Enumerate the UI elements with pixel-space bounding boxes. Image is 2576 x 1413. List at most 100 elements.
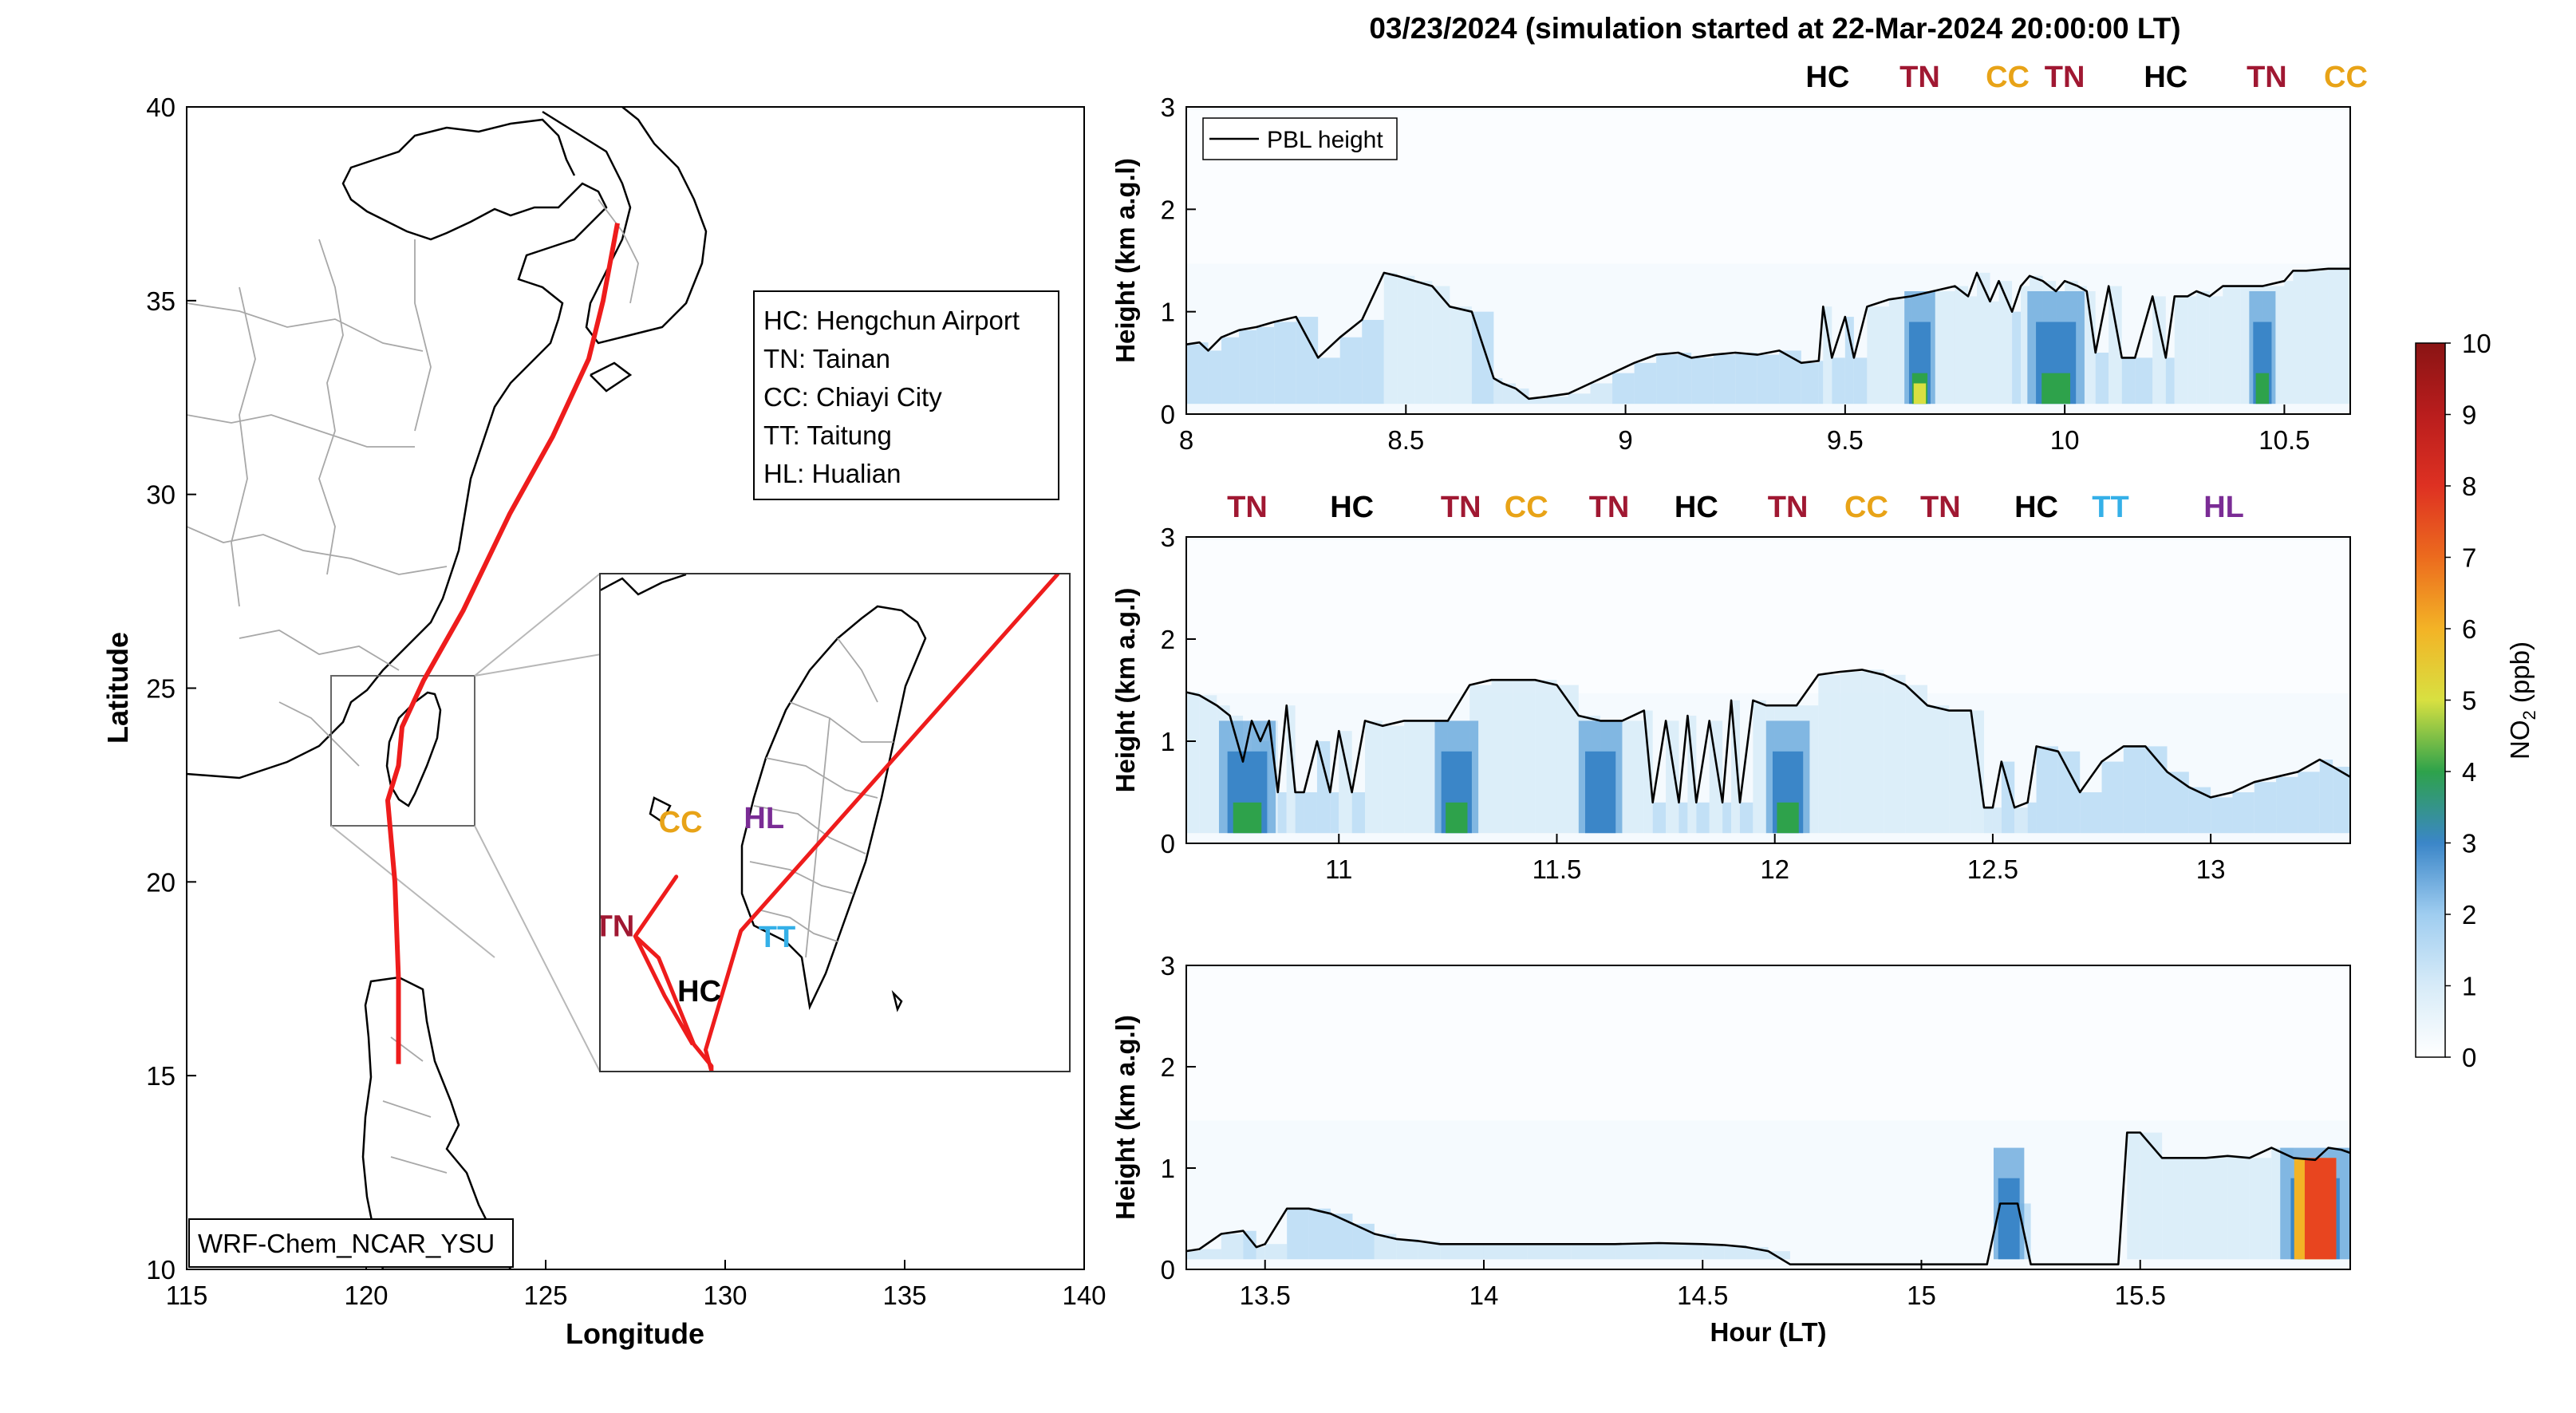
no2-background-column — [1264, 1244, 1288, 1260]
figure-title: 03/23/2024 (simulation started at 22-Mar… — [1369, 12, 2180, 45]
no2-background-column — [2027, 802, 2037, 834]
map-x-tick-label: 115 — [166, 1281, 208, 1310]
model-label-box: WRF-Chem_NCAR_YSU — [188, 1218, 514, 1268]
no2-background-column — [1256, 326, 1275, 405]
no2-background-column — [1491, 680, 1513, 834]
no2-background-column — [1905, 685, 1927, 834]
panel-upper-haze — [1186, 540, 2350, 693]
no2-background-column — [1832, 357, 1845, 405]
no2-hotspot-peak — [1777, 802, 1799, 834]
panel-y-tick-label: 3 — [1161, 523, 1175, 552]
map-y-tick-label: 10 — [146, 1255, 176, 1285]
pbl-height-line — [1185, 669, 2351, 809]
colorbar-tick-label: 7 — [2462, 543, 2476, 573]
no2-background-column — [1612, 373, 1635, 405]
no2-hotspot-peak — [2255, 373, 2270, 405]
no2-background-column — [1483, 1244, 1528, 1260]
panel-x-tick-label: 12 — [1760, 855, 1789, 884]
zoom-connector-lines — [330, 573, 1071, 1072]
station-top-label-tt: TT — [2092, 491, 2128, 524]
no2-background-column — [1840, 671, 1862, 834]
map-y-tick-label: 40 — [146, 93, 176, 122]
model-label: WRF-Chem_NCAR_YSU — [198, 1229, 495, 1258]
panel-x-tick-label: 13 — [2196, 855, 2226, 884]
panel-y-tick-label: 2 — [1161, 1052, 1175, 1082]
panel-ylabel: Height (km a.g.l) — [1110, 1015, 1140, 1220]
inset-label-hl: HL — [744, 802, 784, 835]
taiwan-inset: CC HL TN TT HC — [594, 573, 1071, 1072]
no2-background-column — [1702, 1244, 1725, 1260]
no2-background-column — [2101, 761, 2124, 834]
no2-background-column — [2205, 1158, 2228, 1260]
no2-background-column — [2293, 270, 2306, 405]
inset-label-tn: TN — [594, 910, 635, 943]
map-x-tick-label: 135 — [882, 1281, 926, 1310]
legend-line-tt: TT: Taitung — [763, 420, 892, 450]
no2-background-column — [2254, 782, 2277, 834]
no2-background-column — [1546, 397, 1568, 405]
panel-x-tick-label: 14 — [1469, 1281, 1499, 1310]
no2-background-column — [1502, 383, 1516, 405]
legend-line-hc: HC: Hengchun Airport — [763, 306, 1020, 335]
zoom-box — [330, 675, 475, 827]
panel-x-tick-label: 15 — [1907, 1281, 1936, 1310]
no2-background-column — [1308, 1208, 1331, 1260]
map-y-tick-label: 35 — [146, 286, 176, 316]
no2-background-column — [1643, 710, 1653, 834]
map-x-tick-label: 125 — [523, 1281, 567, 1310]
no2-background-column — [1365, 720, 1383, 834]
no2-background-column — [1493, 378, 1503, 405]
no2-background-column — [1318, 357, 1340, 405]
panel-xlabel: Hour (LT) — [1710, 1317, 1826, 1347]
panel-axes-box — [1185, 106, 2351, 415]
station-top-label-tn: TN — [1441, 491, 1481, 524]
no2-background-column — [1331, 1214, 1353, 1260]
no2-background-column — [2196, 291, 2210, 405]
panel-x-tick-label: 14.5 — [1677, 1281, 1728, 1310]
no2-background-column — [2001, 761, 2015, 834]
panel-x-tick-label: 11.5 — [1533, 855, 1582, 884]
no2-background-column — [1666, 720, 1679, 834]
inset-flight-route — [633, 574, 1060, 1072]
no2-background-column — [1239, 330, 1257, 405]
no2-background-column — [1724, 1245, 1747, 1260]
no2-background-column — [2165, 357, 2175, 405]
station-top-label-hc: HC — [1805, 61, 1849, 94]
inset-mainland-coast — [600, 574, 903, 1012]
no2-background-column — [2014, 807, 2028, 834]
province-borders — [187, 199, 639, 1174]
no2-background-column — [1404, 720, 1426, 834]
inset-label-cc: CC — [659, 806, 703, 839]
no2-background-column — [1801, 362, 1819, 405]
no2-background-column — [1513, 680, 1536, 834]
no2-background-column — [1590, 383, 1613, 405]
station-top-label-hc: HC — [1675, 491, 1718, 524]
no2-background-column — [1679, 802, 1688, 834]
no2-background-column — [1867, 306, 1889, 405]
colorbar-tick-label: 0 — [2462, 1043, 2476, 1072]
no2-background-column — [2174, 296, 2188, 405]
no2-background-column — [1853, 357, 1868, 405]
no2-background-column — [1713, 354, 1736, 405]
no2-background-column — [1634, 362, 1657, 405]
colorbar-gradient — [2415, 342, 2446, 1058]
station-top-label-tn: TN — [1768, 491, 1809, 524]
no2-background-column — [2167, 772, 2189, 834]
station-top-label-cc: CC — [1986, 61, 2030, 94]
panel-y-tick-label: 0 — [1161, 1255, 1175, 1285]
no2-background-column — [1768, 1251, 1790, 1260]
panel-y-tick-label: 1 — [1161, 727, 1175, 756]
no2-background-column — [2057, 751, 2081, 834]
station-top-label-tn: TN — [1899, 61, 1940, 94]
station-top-label-tn: TN — [2247, 61, 2287, 94]
no2-background-column — [2086, 291, 2096, 405]
no2-background-column — [1884, 674, 1906, 834]
no2-background-column — [1304, 792, 1317, 834]
no2-background-column — [1656, 354, 1679, 405]
station-top-label-hl: HL — [2203, 491, 2244, 524]
panel-y-tick-label: 0 — [1161, 400, 1175, 429]
map-y-ticks: 10 15 20 25 30 35 40 — [146, 93, 196, 1285]
colorbar-tick-label: 5 — [2462, 686, 2476, 716]
colorbar-label-main: NO — [2505, 720, 2535, 760]
colorbar-tick-label: 1 — [2462, 972, 2476, 1001]
